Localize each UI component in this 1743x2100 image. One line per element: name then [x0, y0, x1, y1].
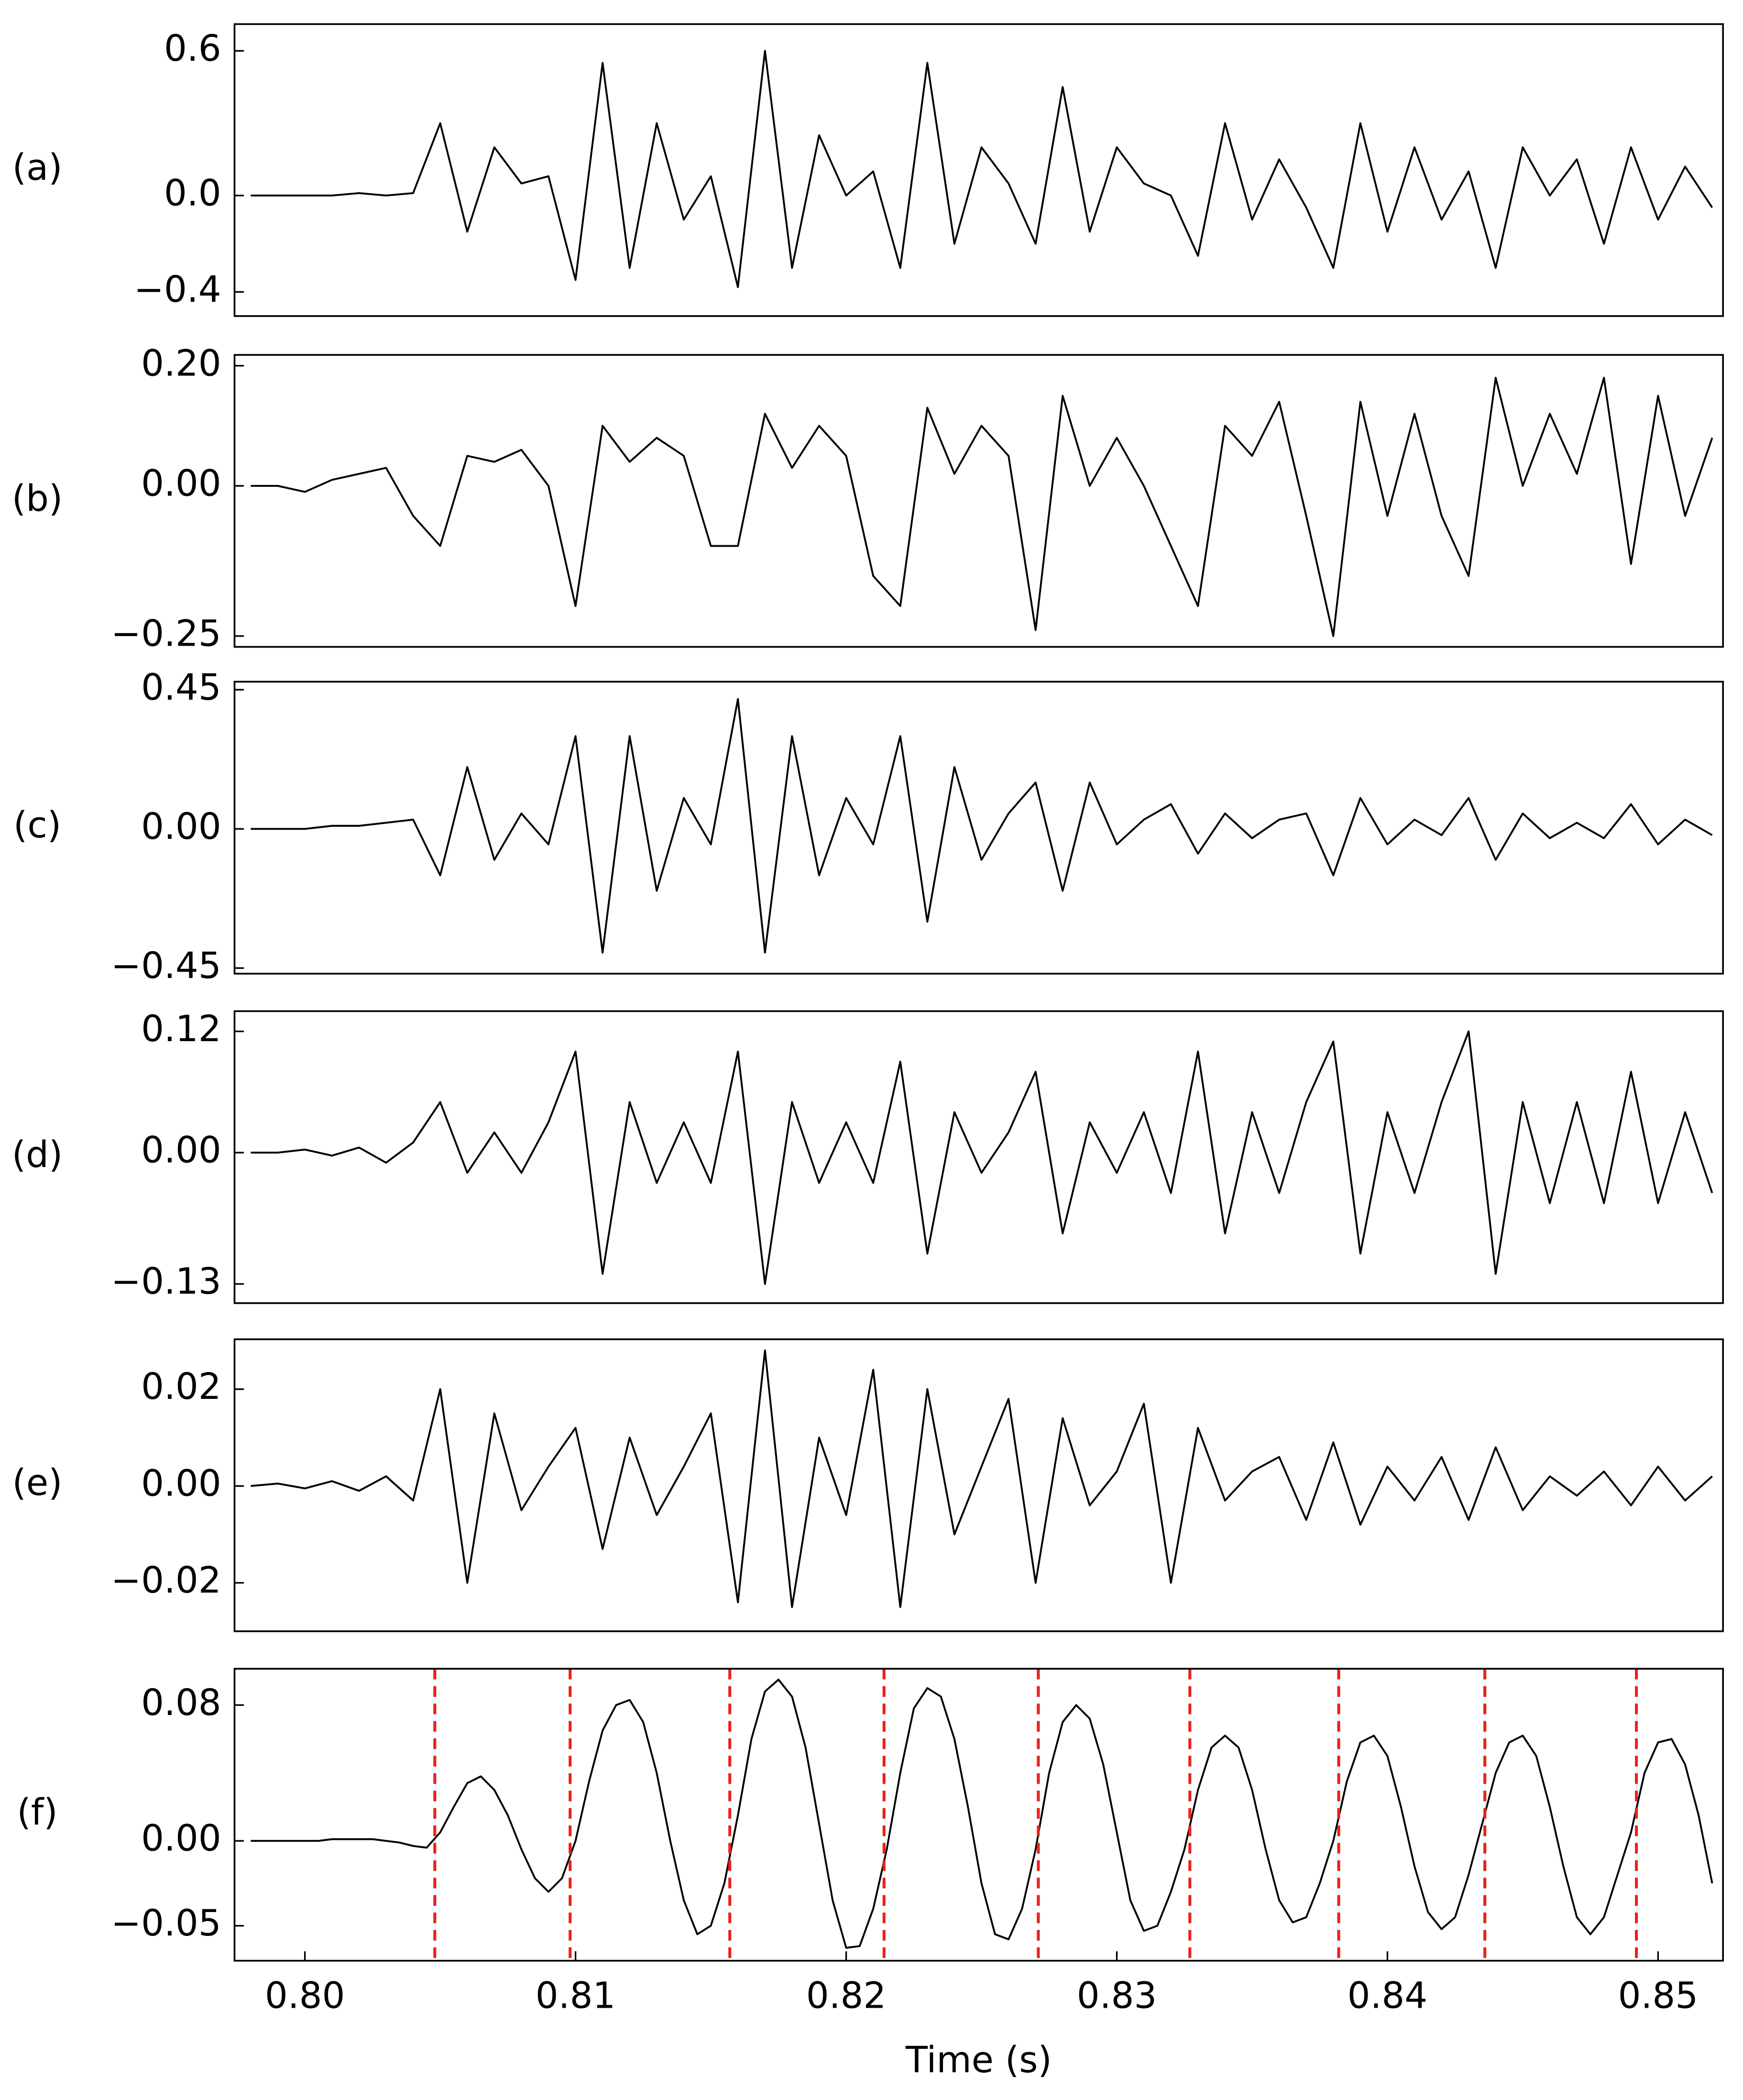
y-tick-label: 0.12 — [141, 1008, 221, 1050]
y-tick-label: 0.00 — [141, 1462, 221, 1505]
y-tick-label: −0.13 — [111, 1260, 221, 1302]
axes-frame — [233, 354, 1724, 648]
y-tick-label: 0.6 — [164, 27, 221, 69]
y-tick-label: −0.45 — [111, 945, 221, 987]
axes-frame — [233, 23, 1724, 317]
y-tick-label: 0.08 — [141, 1682, 221, 1724]
panel-label: (e) — [12, 1462, 63, 1504]
axes-frame — [233, 681, 1724, 975]
panel: (d) −0.13 0.00 0.12 — [12, 1008, 1724, 1304]
y-tick-label: 0.02 — [141, 1365, 221, 1407]
panel-label: (c) — [13, 804, 61, 846]
y-tick-label: 0.00 — [141, 1129, 221, 1171]
y-tick-label: 0.00 — [141, 462, 221, 504]
x-axis-label: Time (s) — [905, 2039, 1052, 2081]
axes-frame — [233, 1668, 1724, 1962]
panel-label: (d) — [12, 1133, 63, 1176]
x-tick-label: 0.85 — [1618, 1975, 1698, 2017]
waveform — [251, 1349, 1713, 1608]
y-tick-label: 0.20 — [141, 342, 221, 384]
panel-label: (b) — [12, 477, 63, 519]
waveform — [251, 1679, 1713, 1949]
x-tick-label: 0.82 — [806, 1975, 886, 2017]
panel: (e) −0.02 0.00 0.02 — [12, 1338, 1724, 1632]
axes-frame — [233, 1010, 1724, 1304]
panel: (b) −0.25 0.00 0.20 — [12, 342, 1724, 655]
y-tick-label: −0.25 — [111, 612, 221, 654]
waveform — [251, 50, 1713, 288]
y-tick-label: 0.00 — [141, 1817, 221, 1859]
y-tick-label: −0.4 — [134, 268, 221, 310]
axes-frame — [233, 1338, 1724, 1632]
y-tick-label: −0.05 — [111, 1902, 221, 1944]
x-tick-label: 0.84 — [1348, 1975, 1427, 2017]
panel-label: (f) — [17, 1791, 57, 1833]
x-tick-label: 0.80 — [265, 1975, 345, 2017]
y-tick-label: 0.00 — [141, 805, 221, 847]
y-tick-label: 0.0 — [164, 172, 221, 214]
x-tick-label: 0.81 — [536, 1975, 615, 2017]
panel: (f) −0.05 0.00 0.08 0.80 0.81 0.82 0.83 0.84 0.85… — [17, 1668, 1724, 2081]
y-tick-label: −0.02 — [111, 1559, 221, 1601]
panel-label: (a) — [12, 146, 63, 188]
waveform — [251, 1030, 1713, 1285]
panel: (c) −0.45 0.00 0.45 — [13, 666, 1724, 987]
waveform — [251, 698, 1713, 954]
panel: (a) −0.4 0.0 0.6 — [12, 23, 1724, 317]
y-tick-label: 0.45 — [141, 666, 221, 708]
x-tick-label: 0.83 — [1077, 1975, 1157, 2017]
waveform — [251, 376, 1713, 637]
